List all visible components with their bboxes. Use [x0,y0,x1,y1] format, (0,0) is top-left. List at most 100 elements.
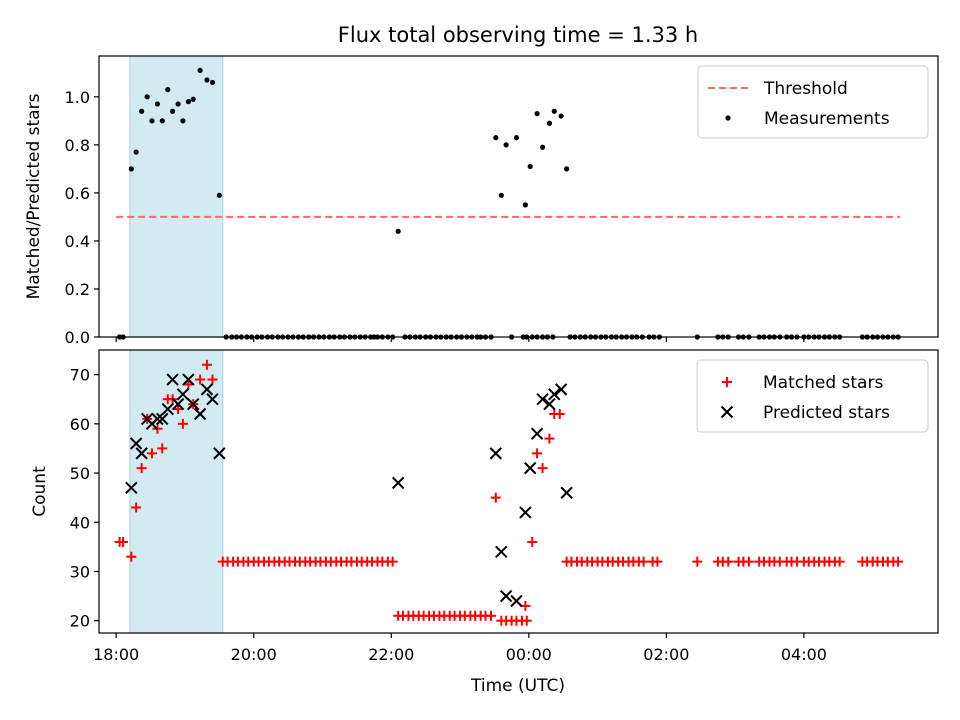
data-point [534,111,540,117]
data-point [135,447,148,460]
data-point [743,556,754,567]
data-point [151,412,164,426]
ratio-panel-y-axis: 0.0 0.2 0.4 0.6 0.8 1.0 [65,88,99,347]
data-point [548,388,561,401]
ratio-panel-ytick-label: 0.8 [65,136,90,155]
data-point [495,545,508,558]
data-point [523,461,537,475]
xtick-label: 18:00 [93,645,139,664]
data-point [216,192,222,198]
data-point [387,556,398,567]
data-point [129,437,143,450]
legend-marker-swatch [720,405,734,419]
data-point [195,374,206,385]
data-point [554,408,565,419]
legend-label: Measurements [764,109,890,129]
data-point [183,379,194,390]
data-point [154,101,161,107]
series-predicted-stars [125,373,573,608]
ratio-panel-shaded-interval [129,55,224,338]
data-point [200,383,214,396]
data-point [532,448,543,459]
ratio-panel-ylabel: Matched/Predicted stars [24,93,44,299]
legend-label: Threshold [763,79,848,99]
xtick-label: 04:00 [781,645,827,664]
data-point [144,94,150,100]
data-point [180,118,186,124]
count-panel-frame [98,349,939,634]
ratio-panel: 0.0 0.2 0.4 0.6 0.8 1.0 Matched/Predicted sta… [24,55,939,347]
data-point [554,383,568,396]
data-point [209,79,216,86]
data-point [182,373,195,386]
data-point [558,113,564,119]
data-point [536,393,549,406]
data-point [125,481,138,495]
ratio-panel-ytick-label: 0.0 [65,328,90,347]
data-point [204,77,210,83]
data-point [146,448,157,459]
ratio-panel-ytick-label: 0.6 [65,184,90,203]
count-panel-ytick-label: 20 [70,612,90,631]
data-point [169,108,176,114]
data-point [560,486,573,499]
ratio-panel-ytick-label: 1.0 [65,88,90,107]
ratio-panel-shade-rect [129,55,224,338]
data-point [157,443,168,454]
count-panel-ytick-label: 70 [70,366,90,385]
legend-label: Matched stars [763,373,883,393]
data-point [131,502,142,513]
data-point [190,96,196,102]
data-point [391,476,405,490]
data-point [537,463,548,474]
data-point [564,166,570,172]
data-point [197,67,203,74]
data-point [193,407,207,421]
xtick-label: 02:00 [643,645,689,664]
data-point [530,427,544,440]
legend-marker-swatch [725,115,731,121]
data-point [159,118,165,124]
legend-marker-swatch [722,377,732,387]
data-point [176,388,190,401]
x-axis-label: Time (UTC) [470,676,565,696]
data-point [493,135,499,141]
data-point [490,492,501,503]
data-point [692,556,703,567]
data-point [485,610,496,621]
data-point [118,536,129,547]
data-point [128,166,134,172]
data-point [539,144,546,150]
data-point [652,556,663,567]
data-point [206,393,219,406]
count-panel-legend: Matched stars Predicted stars [696,359,929,433]
ratio-panel-legend-box [697,65,929,139]
data-point [207,374,218,385]
data-point [175,101,181,107]
data-point [173,404,184,415]
data-point [133,149,139,155]
data-point [201,359,212,370]
data-point [213,447,226,460]
data-point [723,556,734,567]
count-panel-ytick-label: 60 [70,415,90,434]
count-panel-x-axis: 18:00 20:00 22:00 00:00 02:00 04:00 [93,633,827,664]
data-point [510,594,523,608]
data-point [546,120,553,126]
data-point [489,447,503,460]
ratio-panel-frame [98,55,939,338]
data-point [519,506,532,519]
count-panel-ytick-label: 50 [70,464,90,483]
count-panel-legend-box [696,359,929,433]
data-point [551,108,557,114]
data-point [498,192,504,198]
count-panel-y-axis: 20 30 40 50 60 70 [70,366,99,631]
count-panel-ylabel: Count [30,466,50,517]
data-point [834,556,845,567]
data-point [171,397,185,411]
ratio-panel-ytick-label: 0.4 [65,232,90,251]
data-point [161,402,174,416]
data-point [395,228,401,234]
data-point [126,551,137,562]
